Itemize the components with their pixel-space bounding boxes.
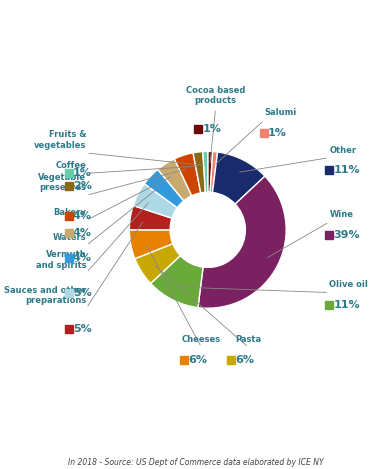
Text: Vegetable
preserves: Vegetable preserves bbox=[38, 173, 86, 192]
Text: 1%: 1% bbox=[73, 168, 92, 178]
Text: Pasta: Pasta bbox=[236, 335, 261, 344]
Wedge shape bbox=[198, 176, 286, 308]
Wedge shape bbox=[210, 151, 218, 192]
Text: Vermuth
and spirits: Vermuth and spirits bbox=[36, 250, 86, 270]
Wedge shape bbox=[174, 153, 201, 196]
Text: Cocoa based
products: Cocoa based products bbox=[186, 86, 245, 105]
Text: 1%: 1% bbox=[202, 124, 221, 134]
Text: Wine: Wine bbox=[329, 210, 353, 219]
Text: Bakery: Bakery bbox=[53, 208, 86, 217]
Wedge shape bbox=[212, 152, 265, 204]
Text: 2%: 2% bbox=[73, 181, 92, 191]
Text: 4%: 4% bbox=[73, 211, 92, 221]
Text: Olive oil: Olive oil bbox=[329, 280, 368, 289]
Text: Coffee: Coffee bbox=[55, 161, 86, 170]
Text: 6%: 6% bbox=[235, 355, 254, 365]
Text: Fruits &
vegetables: Fruits & vegetables bbox=[34, 130, 86, 150]
Wedge shape bbox=[158, 159, 192, 201]
Text: In 2018 - Source: US Dept of Commerce data elaborated by ICE NY: In 2018 - Source: US Dept of Commerce da… bbox=[68, 458, 324, 467]
Text: 5%: 5% bbox=[73, 288, 92, 298]
Text: 4%: 4% bbox=[73, 253, 92, 263]
Text: Sauces and other
preparations: Sauces and other preparations bbox=[4, 286, 86, 305]
Text: 39%: 39% bbox=[333, 229, 360, 240]
Text: Salumi: Salumi bbox=[264, 108, 296, 117]
Text: Other: Other bbox=[329, 145, 356, 155]
Text: 11%: 11% bbox=[333, 165, 360, 175]
Wedge shape bbox=[129, 205, 172, 230]
Wedge shape bbox=[133, 184, 177, 218]
Wedge shape bbox=[135, 244, 180, 283]
Text: 11%: 11% bbox=[333, 300, 360, 310]
Wedge shape bbox=[151, 256, 203, 308]
Wedge shape bbox=[208, 151, 213, 192]
Text: Waters: Waters bbox=[53, 234, 86, 242]
Wedge shape bbox=[144, 169, 184, 208]
Text: Cheeses: Cheeses bbox=[182, 335, 221, 344]
Wedge shape bbox=[203, 151, 208, 192]
Text: 4%: 4% bbox=[73, 228, 92, 238]
Text: 5%: 5% bbox=[73, 324, 92, 333]
Wedge shape bbox=[193, 151, 205, 193]
Text: 1%: 1% bbox=[268, 128, 287, 137]
Wedge shape bbox=[129, 230, 173, 259]
Text: 6%: 6% bbox=[188, 355, 207, 365]
